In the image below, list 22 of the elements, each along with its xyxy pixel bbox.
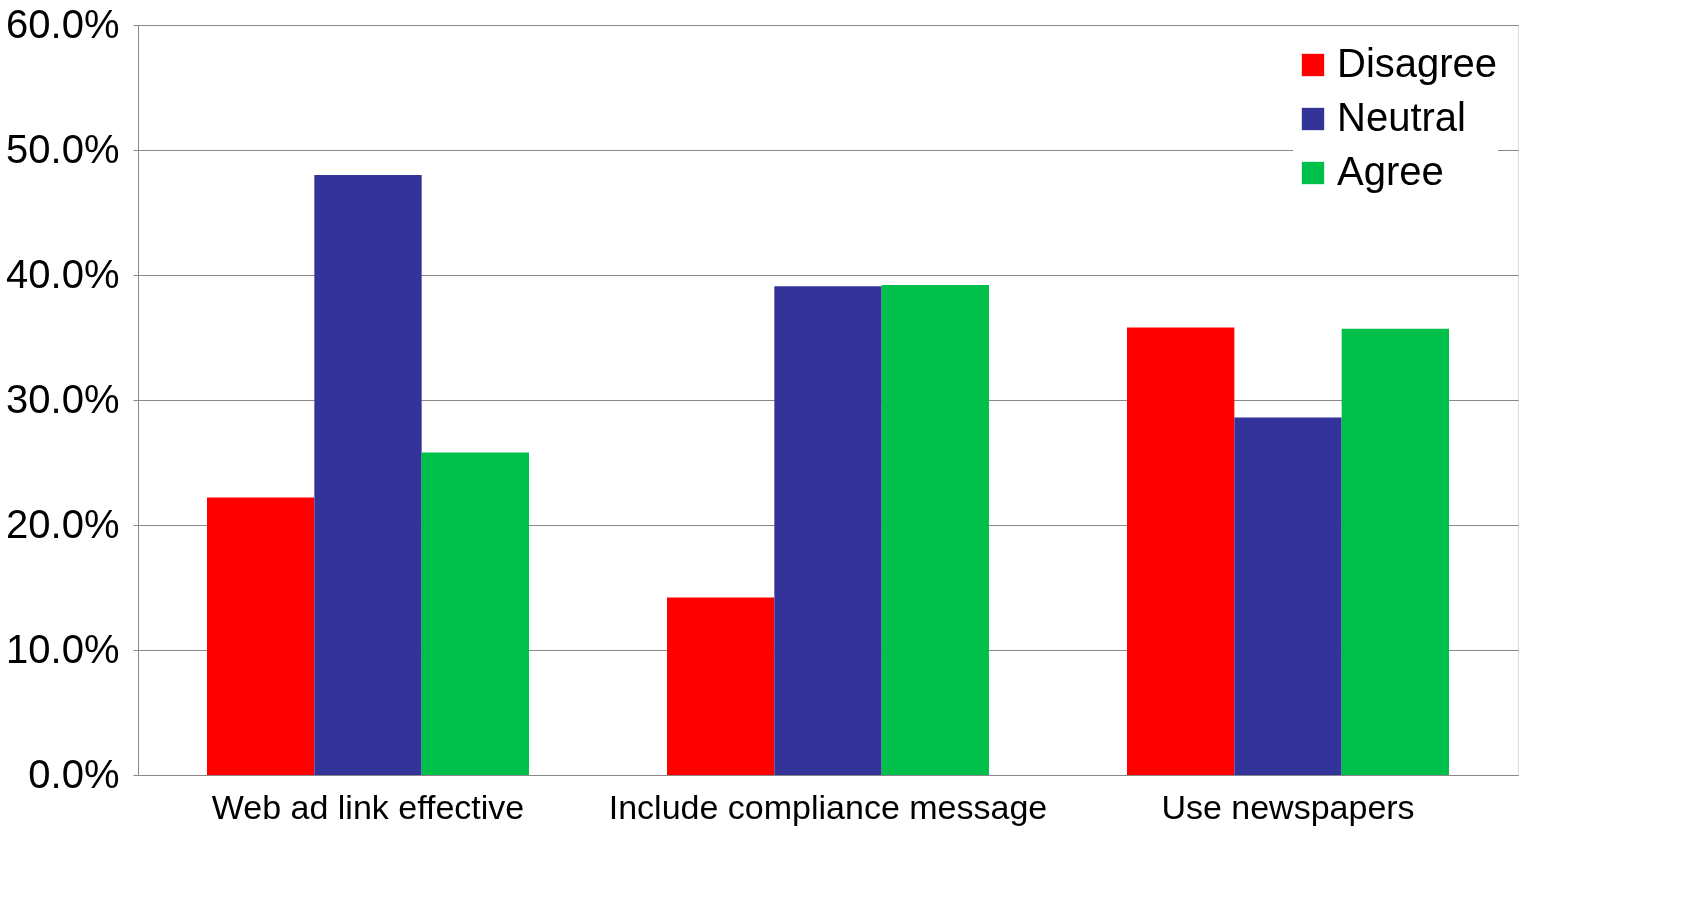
legend-label: Neutral <box>1337 95 1466 139</box>
bar <box>1341 328 1449 775</box>
y-tick-label: 60.0% <box>6 1 120 46</box>
y-tick-label: 0.0% <box>28 751 120 796</box>
bar <box>774 286 882 775</box>
y-tick-label: 50.0% <box>6 126 120 171</box>
legend-label: Disagree <box>1337 41 1498 85</box>
bar <box>1127 327 1235 775</box>
legend-label: Agree <box>1337 149 1444 193</box>
y-tick-label: 20.0% <box>6 501 120 546</box>
bar <box>1234 417 1342 775</box>
y-tick-label: 30.0% <box>6 376 120 421</box>
bar <box>667 597 775 775</box>
bar <box>314 175 422 775</box>
x-tick-label: Use newspapers <box>1161 787 1415 826</box>
bar <box>421 452 529 775</box>
bar <box>881 285 989 775</box>
y-tick-label: 40.0% <box>6 251 120 296</box>
x-tick-label: Web ad link effective <box>211 787 525 826</box>
y-tick-label: 10.0% <box>6 626 120 671</box>
bar <box>207 497 315 775</box>
x-tick-label: Include compliance message <box>608 787 1048 826</box>
